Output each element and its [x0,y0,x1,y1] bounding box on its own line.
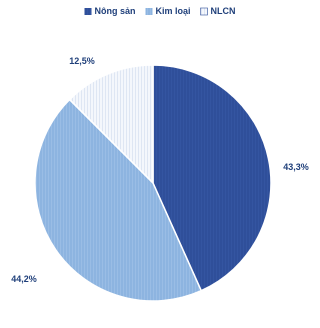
pie-slice-nlcn [68,64,154,185]
legend-label-kim-loai: Kim loại [156,6,191,16]
legend-swatch-kim-loai [145,8,153,15]
pie-slices [34,64,272,302]
pie-slice-kim-loai [34,98,203,302]
pie-slice-nong-san [152,64,272,292]
data-label-nlcn: 12,5% [69,56,95,66]
data-label-kim-loai: 44,2% [11,274,37,284]
legend-label-nong-san: Nông sản [95,6,136,16]
legend-swatch-nong-san [84,8,92,15]
legend-swatch-nlcn [200,7,208,16]
data-labels: 43,3% 44,2% 12,5% [11,56,309,284]
legend: Nông sản Kim loại NLCN [84,6,236,16]
legend-label-nlcn: NLCN [211,6,236,16]
data-label-nong-san: 43,3% [283,162,309,172]
